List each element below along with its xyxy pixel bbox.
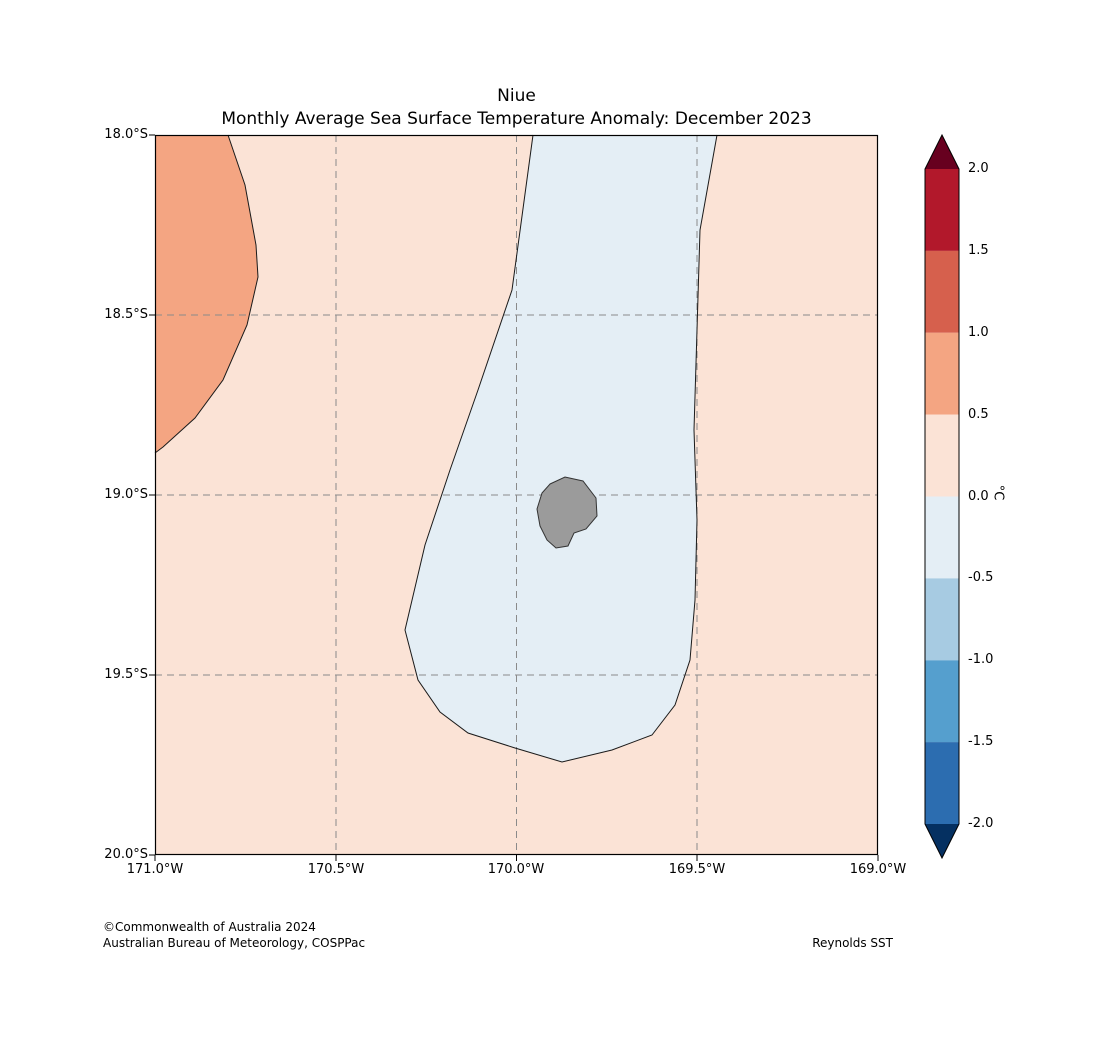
- colorbar-segment: [925, 742, 959, 824]
- colorbar-unit-label: °C: [990, 484, 1006, 501]
- x-tick-label: 170.0°W: [487, 862, 545, 877]
- colorbar-tick-label: 2.0: [968, 161, 989, 176]
- colorbar-tick-label: 1.0: [968, 325, 989, 340]
- x-tick-label: 169.5°W: [668, 862, 726, 877]
- footer-copyright: ©Commonwealth of Australia 2024: [103, 920, 316, 934]
- colorbar-segment: [925, 169, 959, 251]
- y-tick-label: 19.5°S: [104, 667, 148, 682]
- colorbar: [924, 133, 960, 860]
- colorbar-segment: [925, 578, 959, 661]
- colorbar-segment: [925, 414, 959, 497]
- page-title: Niue: [497, 86, 536, 106]
- x-tick-label: 170.5°W: [307, 862, 365, 877]
- y-tick-label: 18.5°S: [104, 307, 148, 322]
- colorbar-under-arrow: [925, 824, 959, 858]
- anomaly-region-warm: [155, 135, 258, 453]
- y-tick-label: 18.0°S: [104, 127, 148, 142]
- plot-frame: [154, 134, 879, 856]
- x-tick-label: 171.0°W: [126, 862, 184, 877]
- contour-line-cool: [404, 134, 718, 763]
- contour-line-warm: [154, 134, 259, 454]
- colorbar-tick-label: 0.0: [968, 489, 989, 504]
- map-plot: [149, 134, 879, 861]
- footer-organisation: Australian Bureau of Meteorology, COSPPa…: [103, 936, 366, 950]
- x-tick-label: 169.0°W: [849, 862, 907, 877]
- colorbar-segment: [925, 660, 959, 743]
- anomaly-region-cool: [405, 135, 717, 762]
- colorbar-segment: [925, 496, 959, 579]
- colorbar-segment: [925, 250, 959, 333]
- colorbar-tick-label: -1.0: [968, 652, 994, 667]
- colorbar-outline: [924, 133, 960, 860]
- footer-data-source: Reynolds SST: [812, 936, 893, 950]
- colorbar-tick-label: -0.5: [968, 570, 994, 585]
- niue-island: [536, 476, 598, 549]
- colorbar-tick-label: -1.5: [968, 734, 994, 749]
- y-tick-label: 20.0°S: [104, 847, 148, 862]
- colorbar-segment: [925, 332, 959, 415]
- colorbar-tick-label: 0.5: [968, 407, 989, 422]
- y-tick-label: 19.0°S: [104, 487, 148, 502]
- colorbar-tick-label: -2.0: [968, 816, 994, 831]
- axis-tick-marks: [149, 134, 879, 861]
- colorbar-over-arrow: [925, 135, 959, 169]
- colorbar-tick-label: 1.5: [968, 243, 989, 258]
- page-subtitle: Monthly Average Sea Surface Temperature …: [221, 109, 812, 129]
